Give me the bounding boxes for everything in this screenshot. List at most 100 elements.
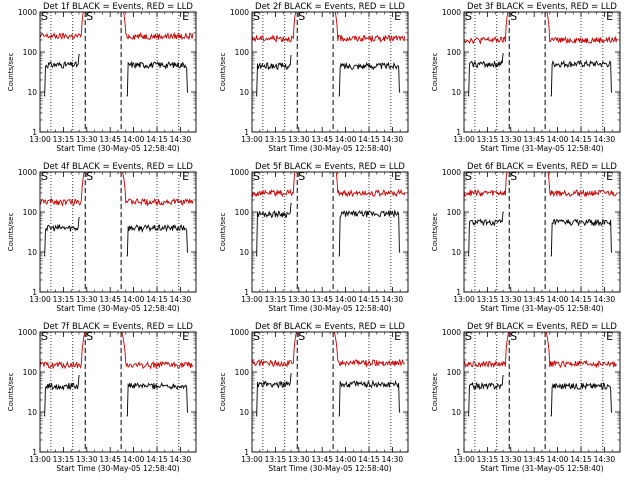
x-tick-label: 14:00	[335, 135, 357, 144]
start-marker-label: S	[298, 330, 305, 343]
x-tick-label: 14:15	[146, 135, 168, 144]
end-marker-label: E	[394, 10, 401, 23]
x-tick-label: 13:45	[311, 135, 333, 144]
end-marker-label: E	[394, 170, 401, 183]
panel-subtitle: Start Time (30-May-05 12:58:40)	[268, 144, 391, 153]
y-tick-label: 10	[27, 408, 37, 417]
y-axis-label: Counts/sec	[431, 53, 439, 92]
panel-8: Det 8f BLACK = Events, RED = LLD Counts/s…	[219, 322, 409, 473]
y-tick-label: 10	[239, 88, 249, 97]
panel-title: Det 3f BLACK = Events, RED = LLD	[467, 2, 617, 12]
y-tick-label: 100	[447, 368, 462, 377]
y-tick-label: 100	[235, 48, 250, 57]
x-tick-label: 14:30	[594, 455, 616, 464]
y-tick-label: 10	[239, 408, 249, 417]
y-tick-label: 1	[32, 128, 37, 137]
x-tick-label: 13:30	[500, 295, 522, 304]
start-marker-label: S	[41, 330, 48, 343]
x-tick-label: 13:00	[241, 455, 263, 464]
y-axis-label: Counts/sec	[431, 373, 439, 412]
x-tick-label: 13:00	[241, 295, 263, 304]
x-tick-label: 14:30	[170, 135, 192, 144]
start-marker-label: S	[510, 330, 517, 343]
y-tick-label: 1	[244, 448, 249, 457]
panel-subtitle: Start Time (31-May-05 12:58:40)	[480, 144, 603, 153]
x-tick-label: 14:00	[547, 295, 569, 304]
y-axis-label: Counts/sec	[7, 213, 15, 252]
events-series-line	[255, 55, 401, 97]
x-tick-label: 14:15	[570, 295, 592, 304]
x-tick-label: 14:00	[123, 135, 145, 144]
x-tick-label: 14:15	[570, 455, 592, 464]
x-tick-label: 14:00	[123, 295, 145, 304]
x-tick-label: 14:15	[146, 455, 168, 464]
start-marker-label: S	[253, 10, 260, 23]
y-tick-label: 1	[32, 448, 37, 457]
panel-6: Det 6f BLACK = Events, RED = LLD Counts/s…	[431, 162, 621, 313]
panel-9: Det 9f BLACK = Events, RED = LLD Counts/s…	[431, 322, 621, 473]
y-tick-label: 100	[23, 48, 38, 57]
x-tick-label: 13:15	[477, 135, 499, 144]
events-series-line	[467, 211, 613, 257]
y-axis-label: Counts/sec	[431, 213, 439, 252]
events-series-line	[43, 217, 189, 257]
panel-4: Det 4f BLACK = Events, RED = LLD Counts/s…	[7, 162, 197, 313]
end-marker-label: E	[182, 10, 189, 23]
y-axis-label: Counts/sec	[219, 213, 227, 252]
lld-series-line	[464, 332, 618, 369]
x-tick-label: 13:30	[500, 135, 522, 144]
end-marker-label: E	[182, 330, 189, 343]
start-marker-label: S	[41, 10, 48, 23]
panel-title: Det 2f BLACK = Events, RED = LLD	[255, 2, 405, 12]
y-tick-label: 100	[23, 368, 38, 377]
lld-series-line	[252, 332, 406, 368]
x-tick-label: 14:30	[594, 295, 616, 304]
y-axis-label: Counts/sec	[219, 373, 227, 412]
plot-frame	[39, 331, 197, 453]
start-marker-label: S	[510, 170, 517, 183]
x-tick-label: 13:30	[288, 295, 310, 304]
panel-subtitle: Start Time (30-May-05 12:58:40)	[268, 304, 391, 313]
panel-subtitle: Start Time (30-May-05 12:58:40)	[56, 304, 179, 313]
x-tick-label: 13:00	[29, 135, 51, 144]
x-tick-label: 13:30	[76, 295, 98, 304]
plot-frame	[251, 11, 409, 133]
x-tick-label: 14:00	[335, 455, 357, 464]
y-tick-label: 10	[451, 88, 461, 97]
x-tick-label: 13:15	[53, 455, 75, 464]
x-tick-label: 13:45	[523, 295, 545, 304]
panel-title: Det 7f BLACK = Events, RED = LLD	[43, 322, 193, 332]
plot-frame	[463, 11, 621, 133]
y-axis-label: Counts/sec	[7, 53, 15, 92]
panel-2: Det 2f BLACK = Events, RED = LLD Counts/s…	[219, 2, 409, 153]
y-tick-label: 100	[23, 208, 38, 217]
start-marker-label: S	[86, 330, 93, 343]
x-tick-label: 13:30	[288, 135, 310, 144]
x-tick-label: 13:00	[453, 135, 475, 144]
panel-1: Det 1f BLACK = Events, RED = LLD Counts/s…	[7, 2, 197, 153]
lld-series-line	[252, 12, 406, 44]
x-tick-label: 13:00	[29, 455, 51, 464]
lld-series-line	[464, 172, 618, 198]
panel-subtitle: Start Time (30-May-05 12:58:40)	[56, 464, 179, 473]
lld-series-line	[40, 172, 194, 207]
panel-subtitle: Start Time (30-May-05 12:58:40)	[268, 464, 391, 473]
start-marker-label: S	[510, 10, 517, 23]
x-tick-label: 14:00	[123, 455, 145, 464]
plot-frame	[463, 171, 621, 293]
x-tick-label: 13:45	[99, 135, 121, 144]
panel-title: Det 6f BLACK = Events, RED = LLD	[467, 162, 617, 172]
x-tick-label: 14:30	[382, 455, 404, 464]
x-tick-label: 14:15	[358, 295, 380, 304]
panel-title: Det 8f BLACK = Events, RED = LLD	[255, 322, 405, 332]
x-tick-label: 13:15	[477, 455, 499, 464]
panel-subtitle: Start Time (31-May-05 12:58:40)	[480, 304, 603, 313]
panel-subtitle: Start Time (31-May-05 12:58:40)	[480, 464, 603, 473]
events-series-line	[43, 375, 189, 417]
y-tick-label: 1000	[18, 328, 37, 337]
y-tick-label: 1	[244, 288, 249, 297]
x-tick-label: 13:15	[477, 295, 499, 304]
start-marker-label: S	[298, 170, 305, 183]
y-tick-label: 10	[27, 248, 37, 257]
